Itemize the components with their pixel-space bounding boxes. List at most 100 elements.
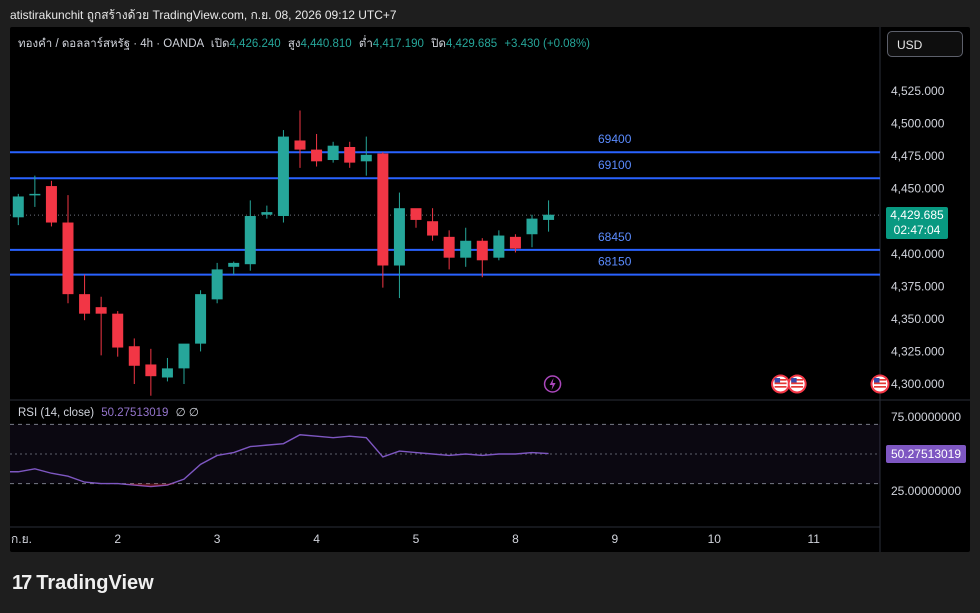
us-flag-event-icon[interactable] — [787, 374, 807, 394]
flag-canton — [791, 378, 797, 383]
flag-stripe — [874, 379, 886, 381]
flag-stripe — [874, 386, 886, 388]
low-label: ต่ำ — [358, 38, 373, 50]
candle-body — [493, 235, 505, 258]
candle-body — [476, 240, 488, 261]
close-label: ปิด — [431, 38, 446, 50]
time-tick-label: 8 — [512, 532, 519, 546]
candle-body — [543, 214, 555, 220]
candle-body — [393, 208, 405, 266]
time-tick-label: 11 — [807, 532, 820, 546]
tradingview-logo-text: TradingView — [36, 572, 154, 594]
rsi-legend: RSI (14, close) 50.27513019 ∅ ∅ — [18, 405, 199, 419]
level-label: 69100 — [598, 158, 632, 172]
us-flag-event-icon[interactable] — [870, 374, 890, 394]
candle-body — [244, 216, 256, 265]
time-tick-label: 9 — [612, 532, 619, 546]
price-tick-label: 4,350.000 — [891, 312, 945, 326]
flag-stripe — [791, 386, 804, 388]
flag-canton — [874, 378, 880, 383]
candle-body — [12, 196, 24, 218]
tradingview-logo-icon: 17 — [12, 572, 32, 594]
currency-button[interactable]: USD — [887, 31, 963, 57]
level-label: 68450 — [598, 230, 632, 244]
candle-body — [360, 154, 372, 162]
symbol-label[interactable]: ทองคำ / ดอลลาร์สหรัฐ · 4h · OANDA — [18, 38, 204, 50]
open-value: 4,426.240 — [229, 38, 281, 50]
candle-body — [145, 364, 157, 377]
flag-stripe — [774, 379, 787, 381]
candle-body — [29, 193, 41, 196]
candle-body — [95, 307, 107, 314]
time-tick-label: ก.ย. — [11, 532, 32, 546]
candle-body — [377, 153, 389, 266]
time-tick-label: 10 — [708, 532, 722, 546]
low-value: 4,417.190 — [372, 38, 424, 50]
price-tick-label: 4,450.000 — [891, 182, 945, 196]
candle-body — [509, 236, 521, 249]
candle-body — [311, 149, 323, 162]
level-label: 69400 — [598, 132, 632, 146]
time-tick-label: 3 — [214, 532, 221, 546]
candle-body — [128, 346, 140, 366]
price-tick-label: 4,375.000 — [891, 279, 945, 293]
price-tick-label: 4,325.000 — [891, 344, 945, 358]
candle-body — [161, 368, 173, 378]
candle-body — [178, 343, 190, 369]
tradingview-logo: 17 TradingView — [12, 572, 154, 595]
close-value: 4,429.685 — [445, 38, 498, 50]
flag-stripe — [774, 386, 787, 388]
candle-body — [112, 313, 124, 348]
time-tick-label: 4 — [313, 532, 320, 546]
candle-body — [344, 146, 356, 163]
candle-body — [211, 269, 223, 300]
candle-body — [443, 236, 455, 258]
candle-body — [327, 145, 339, 161]
time-tick-label: 2 — [114, 532, 121, 546]
candle-body — [195, 294, 207, 344]
candle-body — [228, 262, 240, 267]
price-tick-label: 4,500.000 — [891, 117, 945, 131]
candle-body — [526, 218, 538, 235]
flag-stripe — [774, 382, 787, 385]
high-value: 4,440.810 — [300, 38, 352, 50]
candle-body — [62, 222, 74, 295]
time-tick-label: 5 — [413, 532, 420, 546]
bar-countdown: 02:47:04 — [893, 223, 941, 237]
flag-stripe — [874, 382, 886, 385]
price-tick-label: 4,400.000 — [891, 247, 945, 261]
rsi-tick-label: 25.00000000 — [891, 484, 961, 498]
price-tick-label: 4,475.000 — [891, 149, 945, 163]
candle-body — [410, 208, 422, 220]
us-flag-event-icon[interactable] — [771, 374, 791, 394]
candle-body — [45, 186, 57, 223]
rsi-value-tag: 50.27513019 — [886, 445, 966, 463]
rsi-legend-extra: ∅ ∅ — [175, 407, 199, 419]
current-price-value: 4,429.685 — [890, 208, 944, 222]
rsi-label[interactable]: RSI (14, close) — [18, 407, 95, 419]
lightning-event-icon — [543, 375, 562, 393]
candle-body — [460, 240, 472, 258]
ohlc-legend: ทองคำ / ดอลลาร์สหรัฐ · 4h · OANDA เปิด4,… — [18, 35, 590, 53]
high-label: สูง — [287, 38, 301, 50]
flag-canton — [774, 378, 781, 383]
lightning-event-glyph — [549, 378, 556, 390]
price-tick-label: 4,300.000 — [891, 377, 945, 391]
candle-body — [427, 221, 439, 236]
chart-svg[interactable]: 4,525.000 4,500.000 4,475.000 4,450.000 4,40… — [10, 27, 970, 552]
price-tick-label: 4,525.000 — [891, 84, 945, 98]
change-value: +3.430 (+0.08%) — [504, 38, 590, 50]
candle-body — [294, 140, 306, 150]
chart-caption: atistirakunchit ถูกสร้างด้วย TradingView… — [10, 8, 397, 22]
flag-stripe — [791, 382, 804, 385]
chart-panel[interactable]: 4,525.000 4,500.000 4,475.000 4,450.000 4,40… — [10, 27, 970, 552]
rsi-line — [10, 434, 549, 488]
candle-body — [261, 212, 273, 215]
rsi-legend-value: 50.27513019 — [101, 407, 169, 419]
candle-body — [79, 294, 91, 314]
open-label: เปิด — [210, 38, 230, 50]
flag-stripe — [791, 379, 804, 381]
rsi-oversold-fill — [124, 483, 178, 487]
level-label: 68150 — [598, 255, 632, 269]
candle-body — [277, 136, 289, 217]
